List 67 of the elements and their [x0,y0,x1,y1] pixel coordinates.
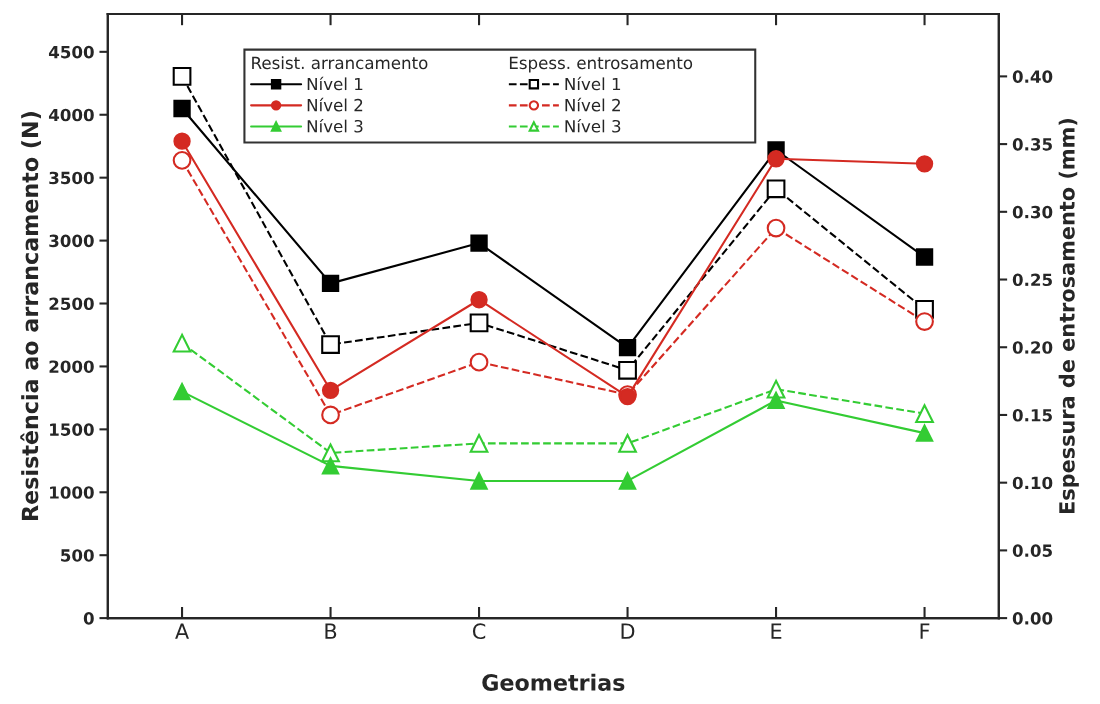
text: Resist. arrancamento [252,56,428,70]
point [321,405,340,425]
x-tick-label: D [621,623,635,639]
y2-tick-label: 0.00 [1012,612,1053,625]
point [618,472,637,490]
y2-tick-label: 0.20 [1012,341,1053,354]
x-tick-label: A [175,623,189,639]
point [915,404,934,423]
x-tick-label: B [325,623,337,639]
point [173,382,191,401]
y-tick-label: 1000 [50,486,94,499]
y-axis-title: Resistência ao arrancamento (N) [20,112,41,520]
y-tick-label: 4500 [48,45,94,59]
point [767,150,785,168]
point [321,443,340,463]
point [915,312,934,331]
y-tick-label: 1500 [50,423,94,436]
y2-tick-label: 0.15 [1012,408,1052,422]
point [172,333,192,353]
point [321,335,340,354]
point [321,274,340,293]
point [767,391,785,410]
legend-label: Nível 2 [307,97,363,112]
point [469,313,489,333]
y2-axis-title: Espessura de entrosamento (mm) [1058,118,1079,514]
y2-tick-label: 0.35 [1012,138,1052,151]
y-tick-label: 3500 [49,171,94,185]
legend-label: Nível 2 [565,97,620,112]
point [173,99,191,118]
point [618,360,637,380]
x-axis-title: Geometrias [482,673,625,691]
x-tick-label: C [472,623,486,640]
point [915,424,934,442]
y-tick-label: 4000 [48,108,94,122]
point [618,338,637,357]
legend-label: Nível 3 [307,118,363,133]
point [173,132,191,150]
y-tick-label: 3000 [49,234,94,248]
y2-tick-label: 0.25 [1012,273,1052,287]
point [915,155,934,173]
point [470,234,488,252]
x-tick-label: E [771,623,782,639]
point [766,179,786,199]
y-tick-label: 2500 [49,297,94,311]
point [172,150,192,170]
y-tick-label: 0 [83,612,94,625]
point [618,434,637,453]
y2-tick-label: 0.30 [1012,205,1053,219]
point [766,218,786,238]
point [915,248,934,266]
y-tick-label: 500 [61,549,94,562]
y-tick-label: 2000 [49,360,94,373]
point [469,434,489,453]
legend-label: Nível 3 [565,118,621,133]
point [470,291,488,309]
y2-tick-label: 0.10 [1012,476,1053,490]
point [321,457,340,475]
y2-tick-label: 0.40 [1012,70,1053,83]
text: Espess. entrosamento [509,56,693,73]
y2-tick-label: 0.05 [1012,544,1052,557]
legend-label: Nível 1 [307,76,363,91]
point [321,381,340,400]
legend-label: Nível 1 [565,76,621,91]
point [470,472,488,490]
x-tick-label: F [920,623,930,639]
point [172,67,192,86]
point [469,352,489,372]
